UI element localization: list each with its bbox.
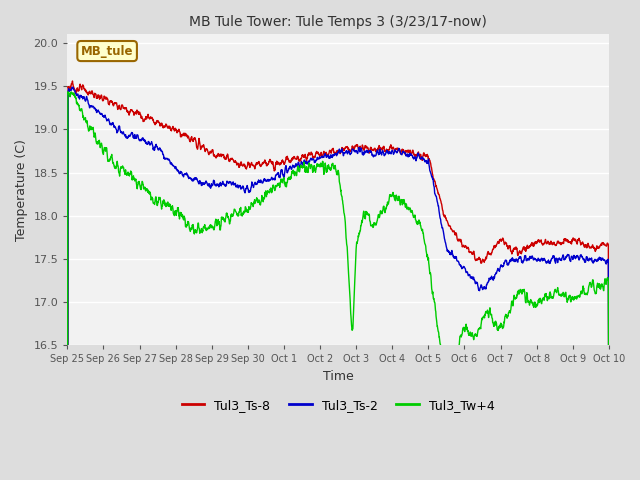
X-axis label: Time: Time <box>323 370 353 383</box>
Text: MB_tule: MB_tule <box>81 45 133 58</box>
Legend: Tul3_Ts-8, Tul3_Ts-2, Tul3_Tw+4: Tul3_Ts-8, Tul3_Ts-2, Tul3_Tw+4 <box>177 394 499 417</box>
Y-axis label: Temperature (C): Temperature (C) <box>15 139 28 241</box>
Title: MB Tule Tower: Tule Temps 3 (3/23/17-now): MB Tule Tower: Tule Temps 3 (3/23/17-now… <box>189 15 487 29</box>
